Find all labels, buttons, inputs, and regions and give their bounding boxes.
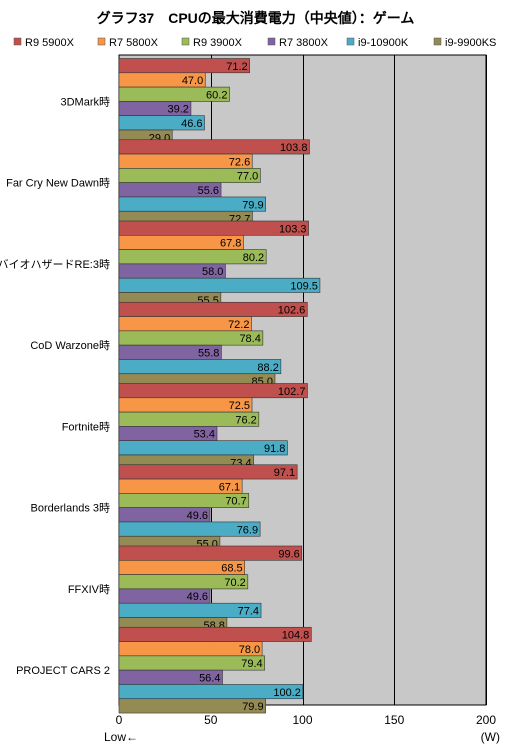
chart-title: グラフ37 CPUの最大消費電力（中央値）：ゲーム [96,10,415,26]
data-label-i9-10900k-2: 109.5 [290,281,318,293]
data-label-i9-10900k-7: 100.2 [273,687,301,699]
data-label-r7-3800x-5: 49.6 [187,510,208,522]
legend-label-i9-10900k: i9-10900K [358,37,409,49]
data-label-i9-9900ks-7: 79.9 [242,701,263,713]
legend-swatch-r7-5800x [97,37,106,46]
legend-swatch-r9-3900x [181,37,190,46]
data-label-r9-3900x-3: 78.4 [239,333,260,345]
legend-label-r7-3800x: R7 3800X [279,37,329,49]
category-label-4: Fortnite時 [62,420,110,433]
x-tick-label-0: 0 [116,713,123,727]
data-label-r7-5800x-1: 72.6 [229,156,250,168]
data-label-r7-3800x-4: 53.4 [194,429,215,441]
data-label-i9-10900k-1: 79.9 [242,199,263,211]
data-label-r7-3800x-3: 55.8 [198,347,219,359]
data-label-r9-5900x-6: 99.6 [278,548,299,560]
data-label-r9-3900x-6: 70.2 [224,577,245,589]
data-label-r7-3800x-1: 55.6 [198,185,219,197]
data-label-r7-5800x-4: 72.5 [229,400,250,412]
data-label-r9-5900x-1: 103.8 [280,142,308,154]
data-label-r9-3900x-5: 70.7 [225,496,246,508]
legend-label-r9-3900x: R9 3900X [193,37,243,49]
data-label-r9-5900x-5: 97.1 [274,467,295,479]
data-label-i9-10900k-3: 88.2 [257,362,278,374]
legend-label-i9-9900ks: i9-9900KS [445,37,496,49]
data-label-i9-10900k-5: 76.9 [237,524,258,536]
x-tick-label-200: 200 [476,713,496,727]
data-label-r7-5800x-7: 78.0 [239,644,260,656]
unit-label: (W) [481,730,500,744]
data-label-i9-10900k-6: 77.4 [238,606,259,618]
data-label-r9-5900x-2: 103.3 [279,223,307,235]
x-tick-label-50: 50 [204,713,218,727]
legend-swatch-r9-5900x [13,37,22,46]
data-label-r7-5800x-6: 68.5 [221,563,242,575]
data-label-r9-5900x-7: 104.8 [282,630,310,642]
data-label-r9-3900x-7: 79.4 [241,658,262,670]
legend-swatch-i9-10900k [346,37,355,46]
data-label-r7-3800x-2: 58.0 [202,266,223,278]
category-label-3: CoD Warzone時 [30,339,110,352]
data-label-i9-10900k-4: 91.8 [264,443,285,455]
data-label-r7-5800x-5: 67.1 [219,481,240,493]
category-label-7: PROJECT CARS 2 [16,665,110,677]
legend-label-r9-5900x: R9 5900X [25,37,75,49]
data-label-r9-3900x-1: 77.0 [237,171,258,183]
data-label-r9-5900x-3: 102.6 [278,305,306,317]
category-label-2: バイオハザードRE:3時 [0,258,110,271]
category-label-0: 3DMark時 [60,95,110,108]
category-label-6: FFXIV時 [68,583,110,596]
bar-i9-10900k-4 [118,440,288,456]
data-label-r9-5900x-0: 71.2 [226,61,247,73]
bar-r9-5900x-5 [118,464,298,480]
direction-label: Low← [104,730,138,744]
data-label-r7-3800x-7: 56.4 [199,672,220,684]
data-label-r7-5800x-0: 47.0 [182,75,203,87]
legend-label-r7-5800x: R7 5800X [109,37,159,49]
data-label-r9-3900x-0: 60.2 [206,89,227,101]
category-label-5: Borderlands 3時 [31,502,111,515]
bar-i9-9900ks-7 [118,698,266,714]
legend-swatch-i9-9900ks [433,37,442,46]
data-label-r9-3900x-4: 76.2 [235,414,256,426]
data-label-i9-10900k-0: 46.6 [181,118,202,130]
category-label-1: Far Cry New Dawn時 [6,177,110,190]
data-label-r7-3800x-0: 39.2 [168,104,189,116]
data-label-r9-5900x-4: 102.7 [278,386,306,398]
data-label-r9-3900x-2: 80.2 [243,252,264,264]
x-tick-label-100: 100 [292,713,312,727]
x-tick-label-150: 150 [384,713,404,727]
data-label-r7-3800x-6: 49.6 [187,591,208,603]
data-label-r7-5800x-2: 67.8 [220,238,241,250]
bar-r9-5900x-6 [118,545,303,561]
legend-swatch-r7-3800x [267,37,276,46]
data-label-r7-5800x-3: 72.2 [228,319,249,331]
